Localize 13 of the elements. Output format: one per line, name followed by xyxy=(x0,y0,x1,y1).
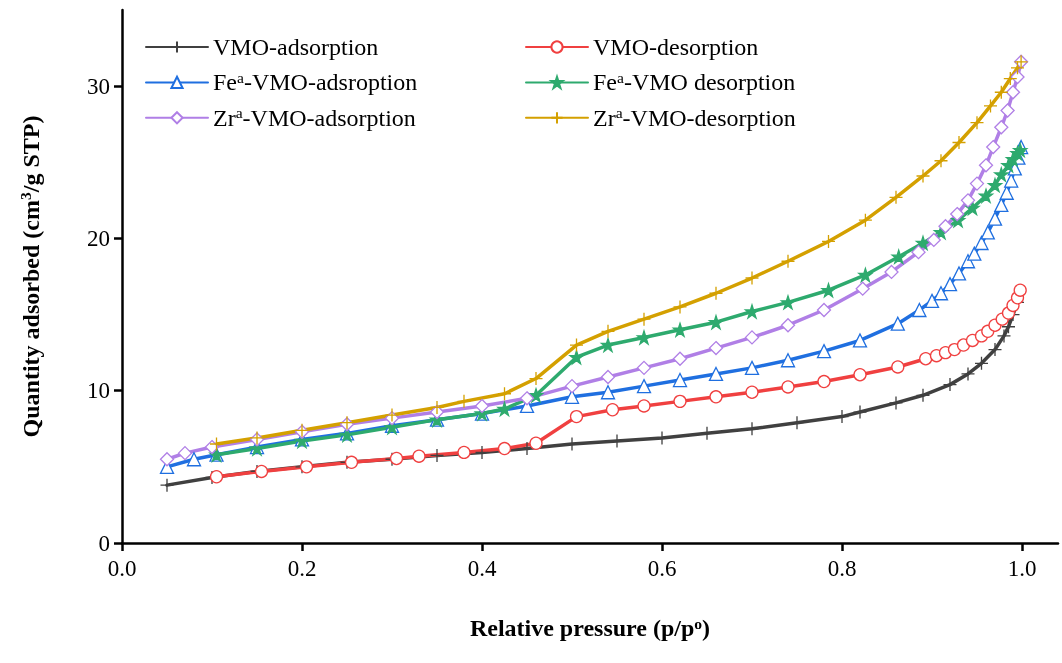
y-axis-title: Quantity adsorbed (cm3/g STP) xyxy=(16,115,44,438)
x-tick-label: 0.8 xyxy=(827,556,857,581)
x-tick-label: 0.0 xyxy=(107,556,137,581)
y-tick-label: 30 xyxy=(87,73,110,99)
x-tick-label: 1.0 xyxy=(1007,556,1037,581)
legend-label: VMO-desorption xyxy=(593,34,759,60)
y-tick-label: 0 xyxy=(98,530,110,556)
x-tick-label: 0.2 xyxy=(287,556,317,581)
y-tick-label: 20 xyxy=(87,225,110,251)
x-tick-label: 0.6 xyxy=(647,556,677,581)
legend-label: VMO-adsorption xyxy=(213,34,379,60)
x-tick-label: 0.4 xyxy=(467,556,497,581)
y-tick-label: 10 xyxy=(87,378,110,404)
